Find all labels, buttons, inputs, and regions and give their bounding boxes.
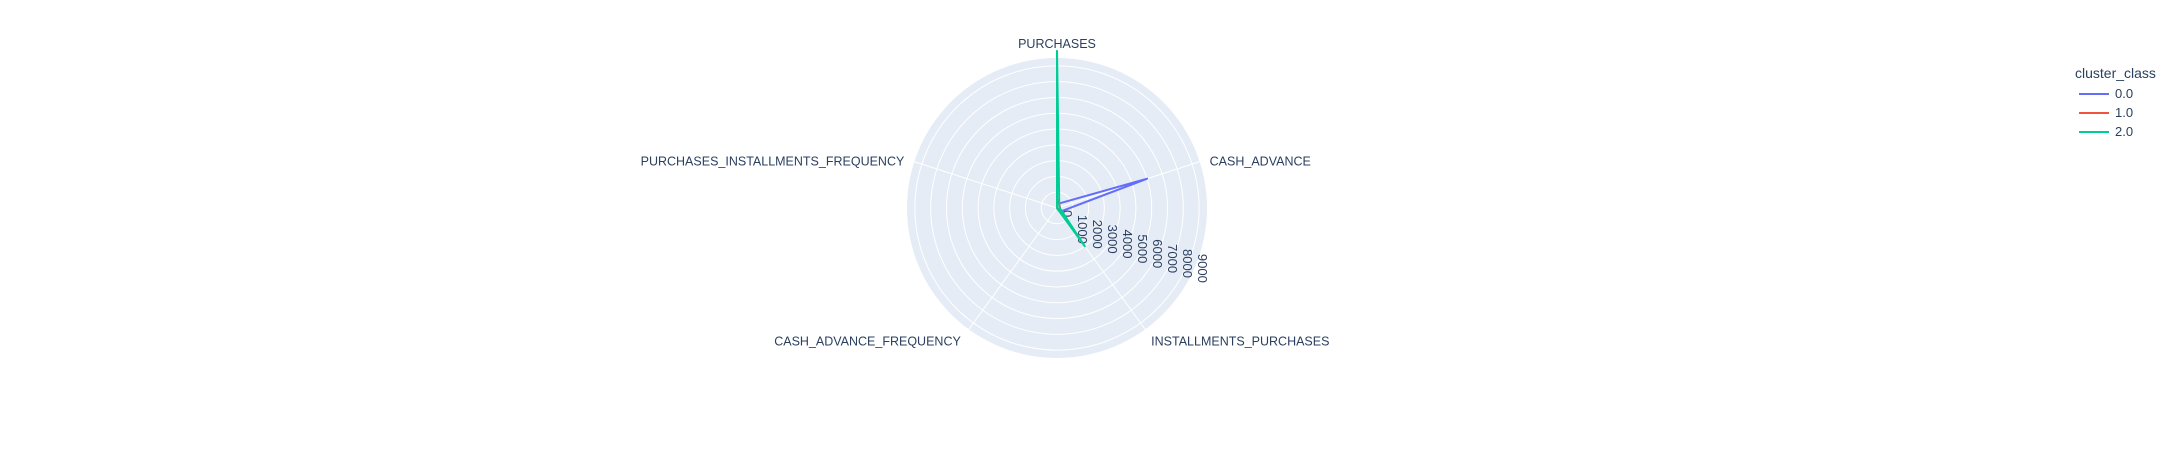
legend-label: 2.0 — [2115, 124, 2133, 139]
radial-tick-label: 9000 — [1195, 254, 1210, 283]
legend-item[interactable]: 1.0 — [2079, 105, 2133, 120]
radial-tick-label: 8000 — [1180, 249, 1195, 278]
angular-grid-line — [968, 207, 1058, 330]
angular-axis-label: PURCHASES — [1018, 37, 1096, 51]
radial-tick-label: 3000 — [1105, 225, 1120, 254]
radial-tick-label: 7000 — [1165, 244, 1180, 273]
radial-tick-label: 4000 — [1120, 230, 1135, 259]
angular-axis-label: INSTALLMENTS_PURCHASES — [1151, 334, 1329, 348]
angular-axis-label: CASH_ADVANCE — [1210, 155, 1311, 169]
legend-title: cluster_class — [2075, 65, 2156, 81]
radial-tick-label: 2000 — [1090, 220, 1105, 249]
legend-item[interactable]: 0.0 — [2079, 86, 2133, 101]
series-line-2-0[interactable] — [1056, 50, 1086, 248]
legend-label: 0.0 — [2115, 86, 2133, 101]
radial-tick-label: 0 — [1060, 210, 1075, 217]
radial-tick-label: 6000 — [1150, 239, 1165, 268]
angular-grid-line — [914, 161, 1058, 209]
angular-axis-label: CASH_ADVANCE_FREQUENCY — [774, 334, 961, 348]
radial-tick-label: 5000 — [1135, 234, 1150, 263]
legend-item[interactable]: 2.0 — [2079, 124, 2133, 139]
radial-tick-label: 1000 — [1075, 215, 1090, 244]
angular-axis-label: PURCHASES_INSTALLMENTS_FREQUENCY — [641, 155, 905, 169]
legend-label: 1.0 — [2115, 105, 2133, 120]
